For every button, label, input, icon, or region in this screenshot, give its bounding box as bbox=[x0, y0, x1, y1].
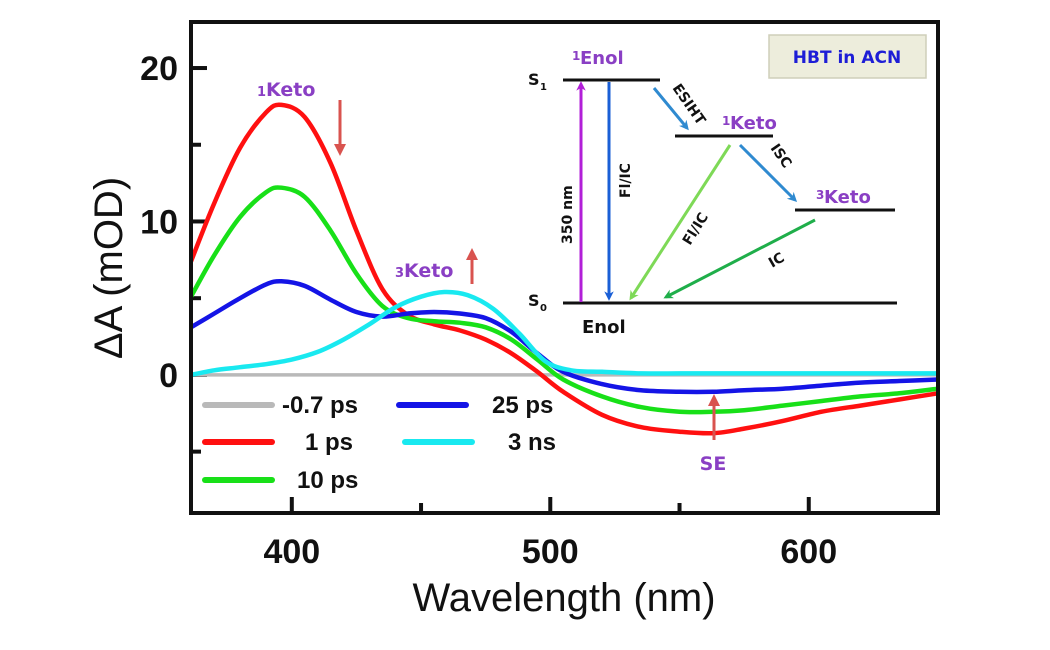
legend-label: 25 ps bbox=[492, 392, 553, 419]
inset-energy-diagram: HBT in ACN S 1 S 0 1 Enol 1 Keto 3 Keto … bbox=[528, 34, 927, 338]
series-line-10-ps bbox=[189, 185, 939, 415]
y-axis-title: ΔA (mOD) bbox=[87, 177, 131, 359]
annotation-se: SE bbox=[700, 453, 727, 475]
series-line-25-ps bbox=[189, 279, 939, 395]
label-ic: IC bbox=[766, 250, 787, 272]
label-s0: S bbox=[528, 291, 540, 310]
legend-item: 1 ps bbox=[202, 429, 353, 456]
legend-item: 10 ps bbox=[202, 467, 358, 494]
series-layer bbox=[188, 102, 939, 436]
annotation-1keto-superscript: 1 bbox=[257, 85, 266, 100]
annotation-3keto-text: Keto bbox=[404, 260, 453, 282]
annotation-3keto: 3 Keto bbox=[395, 260, 453, 282]
label-enol-fl-ic: Fl/IC bbox=[618, 163, 634, 198]
arrow-isc bbox=[738, 143, 798, 203]
series-line-1-ps bbox=[188, 102, 939, 436]
legend-item: -0.7 ps bbox=[202, 392, 358, 419]
inset-badge-text: HBT in ACN bbox=[793, 48, 901, 68]
annotation-1keto: 1 Keto bbox=[257, 79, 315, 101]
legend-label: 10 ps bbox=[297, 467, 358, 494]
x-tick-label: 500 bbox=[522, 533, 579, 571]
legend-label: 3 ns bbox=[508, 429, 556, 456]
arrow-esiht bbox=[652, 87, 689, 131]
label-1keto: Keto bbox=[730, 113, 777, 134]
legend-label: -0.7 ps bbox=[282, 392, 358, 419]
arrow-ic bbox=[663, 218, 816, 299]
x-tick-label: 600 bbox=[780, 533, 837, 571]
legend-label: 1 ps bbox=[305, 429, 353, 456]
series-line-3-ns bbox=[190, 289, 938, 378]
label-ground-enol: Enol bbox=[582, 317, 626, 338]
annotation-1keto-text: Keto bbox=[266, 79, 315, 101]
label-isc: ISC bbox=[767, 141, 795, 171]
y-tick-label: 20 bbox=[140, 50, 178, 88]
arrow-keto-fl-ic bbox=[629, 144, 732, 301]
label-s1: S bbox=[528, 70, 540, 89]
y-tick-label: 0 bbox=[159, 357, 178, 395]
y-tick-label: 10 bbox=[140, 203, 178, 241]
x-tick-label: 400 bbox=[263, 533, 320, 571]
label-s0-subscript: 0 bbox=[540, 303, 547, 314]
label-excitation: 350 nm bbox=[560, 185, 576, 244]
label-1enol-superscript: 1 bbox=[572, 49, 580, 63]
x-axis-title: Wavelength (nm) bbox=[412, 576, 715, 620]
label-3keto-superscript: 3 bbox=[816, 188, 824, 202]
legend-item: 25 ps bbox=[396, 392, 553, 419]
inset-badge bbox=[768, 34, 927, 79]
label-esiht: ESIHT bbox=[669, 81, 709, 128]
label-s1-subscript: 1 bbox=[540, 82, 547, 93]
legend: -0.7 ps 1 ps 10 ps 25 ps 3 ns bbox=[202, 392, 556, 494]
legend-item: 3 ns bbox=[402, 429, 556, 456]
label-1enol: Enol bbox=[580, 48, 624, 69]
label-1keto-superscript: 1 bbox=[722, 114, 730, 128]
label-3keto: Keto bbox=[824, 187, 871, 208]
annotation-3keto-superscript: 3 bbox=[395, 266, 404, 281]
plot-frame bbox=[189, 20, 940, 515]
